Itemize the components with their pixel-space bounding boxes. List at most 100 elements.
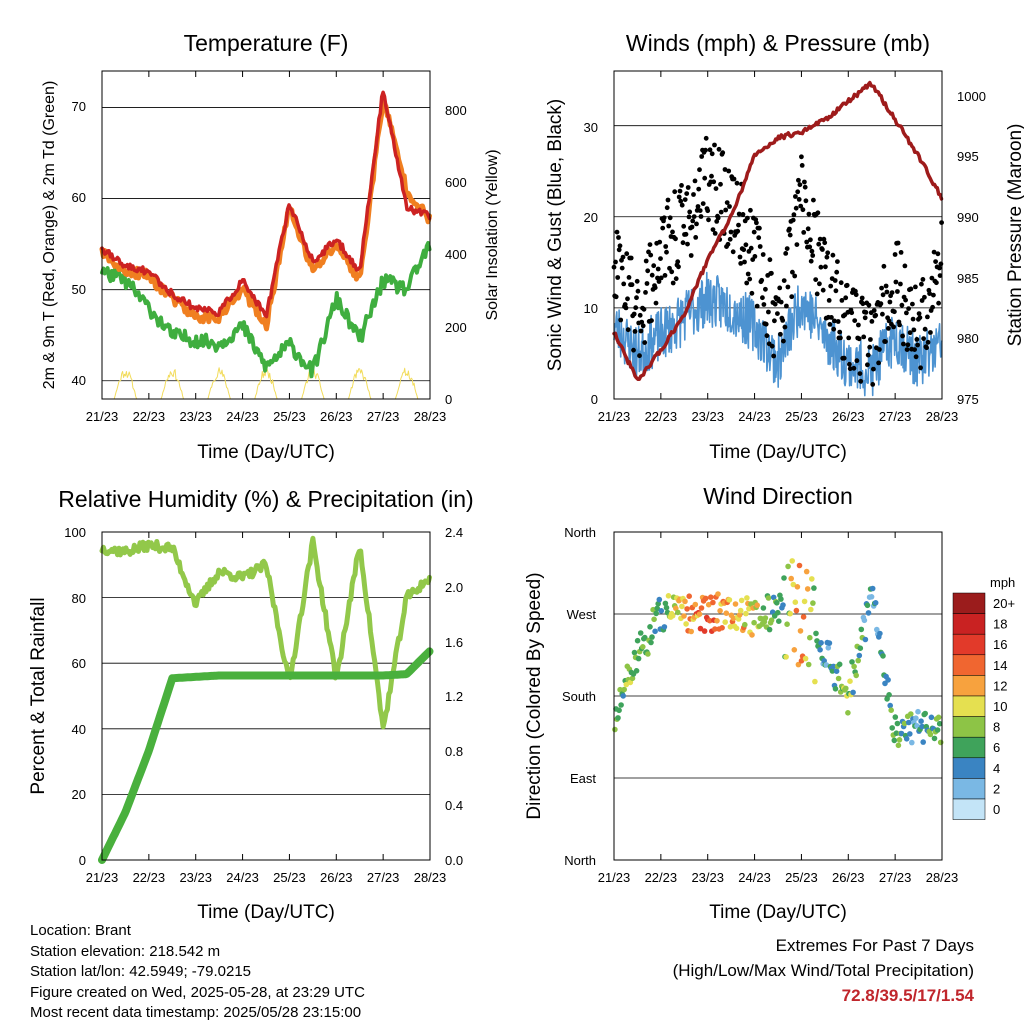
direction-point (775, 609, 781, 616)
gust-point (838, 335, 843, 341)
direction-point (805, 661, 812, 668)
gust-point (781, 278, 787, 283)
x-tick-label: 26/23 (320, 870, 353, 885)
direction-point (886, 692, 892, 698)
gust-point (763, 286, 768, 292)
gust-point (769, 343, 775, 349)
direction-point (675, 609, 681, 616)
gust-point (831, 326, 837, 332)
gust-point (730, 249, 736, 255)
direction-point (615, 715, 621, 721)
gust-point (760, 295, 765, 301)
legend-label: 0 (993, 802, 1000, 817)
direction-point (781, 575, 787, 581)
gust-point (806, 211, 812, 217)
gust-point (832, 318, 837, 324)
gust-point (691, 192, 696, 197)
direction-point (617, 686, 623, 693)
gust-point (935, 251, 941, 257)
gust-point (664, 205, 670, 211)
tick-label: 1000 (957, 89, 986, 104)
tick-label: 60 (72, 656, 86, 671)
direction-point (723, 610, 730, 616)
gust-point (666, 223, 672, 229)
direction-point (872, 600, 879, 606)
gust-point (681, 223, 687, 229)
gust-point (645, 268, 651, 274)
direction-point (692, 601, 699, 608)
direction-panel: Wind Direction North East South West Nor… (524, 483, 1015, 923)
gust-point (910, 316, 916, 322)
direction-point (701, 628, 708, 634)
gust-point (727, 204, 732, 209)
gust-point (757, 225, 762, 231)
gust-point (817, 281, 822, 287)
recent-timestamp: Most recent data timestamp: 2025/05/28 2… (30, 1004, 362, 1021)
direction-point (934, 727, 941, 733)
direction-point (743, 610, 749, 617)
tick-label: North (564, 853, 596, 868)
gust-point (749, 290, 755, 296)
gust-point (837, 329, 843, 335)
direction-point (727, 624, 734, 630)
temperature-x-ticks: 21/23 22/23 23/23 24/23 25/23 26/23 27/23 28/23 (86, 71, 446, 424)
gust-point (661, 215, 667, 221)
gust-point (858, 378, 864, 384)
tick-label: South (562, 689, 596, 704)
direction-point (826, 640, 833, 646)
direction-point (887, 702, 893, 709)
tick-label: 1.6 (445, 635, 463, 650)
gust-point (914, 337, 920, 342)
gust-point (691, 214, 697, 220)
legend-title: mph (990, 575, 1015, 590)
direction-point (791, 647, 798, 653)
gust-point (903, 297, 908, 303)
gust-point (887, 299, 893, 305)
gust-point (826, 298, 832, 303)
tick-label: 40 (72, 722, 86, 737)
direction-point (717, 608, 723, 614)
direction-point (855, 657, 861, 664)
tick-label: 30 (584, 120, 598, 135)
direction-point (688, 628, 694, 635)
gust-point (777, 285, 783, 291)
gust-point (800, 207, 806, 213)
direction-point (726, 597, 733, 603)
direction-point (722, 619, 728, 625)
direction-point (817, 647, 823, 653)
legend-label: 4 (993, 761, 1000, 776)
gust-point (856, 322, 861, 328)
gust-point (852, 318, 858, 323)
gust-point (838, 280, 844, 286)
gust-point (879, 285, 884, 291)
figure-created: Figure created on Wed, 2025-05-28, at 23… (30, 983, 365, 1001)
gust-point (919, 281, 924, 287)
gust-point (857, 371, 863, 376)
direction-plot-area (612, 558, 944, 779)
direction-point (810, 600, 816, 606)
gust-point (787, 226, 792, 232)
gust-point (856, 336, 862, 342)
gust-point (808, 258, 814, 264)
gust-point (667, 215, 673, 221)
gust-point (633, 305, 639, 311)
gust-point (937, 265, 942, 271)
gust-point (924, 345, 929, 351)
gust-point (759, 277, 765, 283)
gust-point (912, 347, 917, 352)
direction-point (681, 613, 687, 619)
x-tick-label: 21/23 (86, 409, 119, 424)
direction-ticks: North East South West North (562, 525, 596, 868)
gust-point (833, 288, 839, 294)
direction-x-axis-label: Time (Day/UTC) (709, 902, 847, 923)
x-tick-label: 21/23 (598, 409, 631, 424)
gust-point (625, 327, 631, 333)
x-tick-label: 21/23 (598, 870, 631, 885)
gust-point (657, 239, 663, 245)
gust-point (905, 342, 911, 348)
gust-point (703, 147, 708, 153)
direction-point (669, 613, 676, 619)
gust-point (754, 220, 759, 226)
direction-point (746, 605, 752, 612)
direction-point (656, 596, 663, 603)
